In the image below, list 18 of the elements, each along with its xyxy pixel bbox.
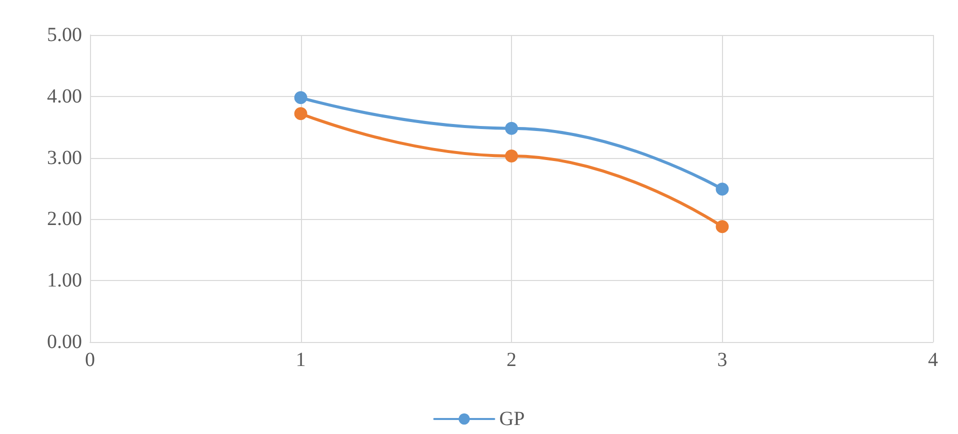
point — [294, 107, 308, 120]
y-tick-label: 3.00 — [47, 146, 82, 169]
point — [716, 220, 729, 234]
legend-label: GP — [499, 408, 525, 430]
y-tick-label: 2.00 — [47, 208, 82, 230]
y-tick-label: 1.00 — [47, 270, 82, 292]
y-tick-label: 5.00 — [47, 24, 82, 46]
y-tick-label: 0.00 — [47, 331, 82, 353]
x-tick-label: 0 — [85, 349, 95, 371]
x-tick-label: 1 — [296, 349, 306, 371]
x-tick-label: 4 — [928, 349, 938, 371]
x-tick-label: 2 — [506, 349, 516, 371]
point — [294, 91, 308, 104]
point — [505, 149, 518, 162]
point — [505, 122, 518, 135]
x-tick-label: 3 — [717, 349, 728, 371]
point — [716, 182, 729, 196]
y-tick-label: 4.00 — [47, 85, 82, 108]
